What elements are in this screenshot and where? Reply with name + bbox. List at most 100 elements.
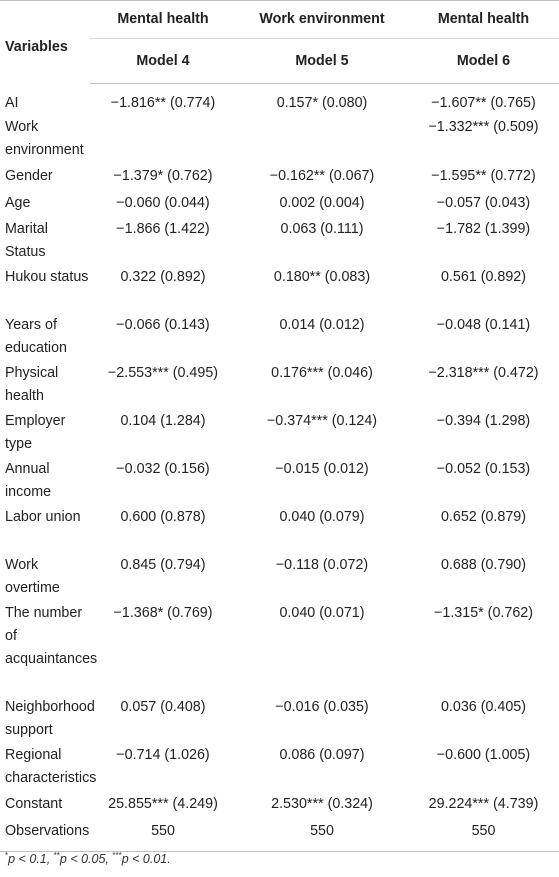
table-body: AI −1.816** (0.774) 0.157* (0.080) −1.60… bbox=[0, 84, 559, 852]
cell-model-5: −0.015 (0.012) bbox=[275, 461, 369, 477]
cell-model-6: −1.607** (0.765) bbox=[431, 95, 536, 111]
cell-model-6: −0.048 (0.141) bbox=[436, 317, 531, 333]
table-row: Annual income −0.032 (0.156) −0.015 (0.0… bbox=[0, 458, 559, 506]
cell-model-5: 0.063 (0.111) bbox=[280, 221, 364, 237]
cell-model-5: 0.180** (0.083) bbox=[273, 269, 371, 285]
header-row-groups: Variables Mental health Work environment… bbox=[0, 0, 559, 84]
cell-model-6: 0.652 (0.879) bbox=[440, 509, 527, 525]
model-header-5: Model 5 bbox=[236, 38, 408, 84]
row-label: Work overtime bbox=[5, 557, 60, 596]
regression-table-container: Variables Mental health Work environment… bbox=[0, 0, 559, 852]
table-row: AI −1.816** (0.774) 0.157* (0.080) −1.60… bbox=[0, 84, 559, 117]
table-row: Hukou status 0.322 (0.892) 0.180** (0.08… bbox=[0, 266, 559, 314]
row-label: Regional characteristics bbox=[5, 747, 97, 786]
group-header-3: Mental health bbox=[408, 0, 559, 39]
significance-text-3: p < 0.01. bbox=[121, 852, 171, 867]
cell-model-5: 0.086 (0.097) bbox=[279, 747, 365, 763]
cell-model-4: 25.855*** (4.249) bbox=[108, 796, 218, 812]
row-label: Age bbox=[5, 195, 31, 211]
cell-model-4: 0.322 (0.892) bbox=[120, 269, 206, 285]
cell-model-4: 0.104 (1.284) bbox=[120, 413, 206, 429]
row-label: Marital Status bbox=[5, 221, 48, 260]
cell-model-4 bbox=[90, 116, 236, 164]
cell-model-6: −0.052 (0.153) bbox=[436, 461, 531, 477]
model-header-6: Model 6 bbox=[408, 38, 559, 84]
row-label: Work environment bbox=[5, 119, 84, 158]
table-row: Observations 550 550 550 bbox=[0, 819, 559, 852]
significance-text-1: p < 0.1, bbox=[8, 852, 54, 867]
header-row-models: Model 4 Model 5 Model 6 bbox=[0, 38, 559, 84]
row-label: Hukou status bbox=[5, 269, 89, 285]
cell-model-6: 0.561 (0.892) bbox=[440, 269, 527, 285]
row-label: Physical health bbox=[5, 365, 59, 404]
cell-model-4: −1.866 (1.422) bbox=[116, 221, 210, 237]
model-header-4: Model 4 bbox=[90, 38, 236, 84]
table-row: Physical health −2.553*** (0.495) 0.176*… bbox=[0, 362, 559, 410]
cell-model-4: −1.816** (0.774) bbox=[110, 95, 216, 111]
group-header-1: Mental health bbox=[90, 0, 236, 39]
table-row: Labor union 0.600 (0.878) 0.040 (0.079) … bbox=[0, 506, 559, 554]
cell-model-5: −0.118 (0.072) bbox=[275, 557, 369, 573]
cell-model-6: −1.595** (0.772) bbox=[431, 168, 536, 184]
table-row: Gender −1.379* (0.762) −0.162** (0.067) … bbox=[0, 164, 559, 191]
table-row: Years of education −0.066 (0.143) 0.014 … bbox=[0, 314, 559, 362]
cell-model-4: 0.845 (0.794) bbox=[120, 557, 206, 573]
cell-model-5: 0.002 (0.004) bbox=[279, 195, 365, 211]
cell-model-5: −0.016 (0.035) bbox=[275, 699, 369, 715]
significance-mark-1: * bbox=[5, 851, 9, 860]
significance-mark-3: *** bbox=[112, 851, 122, 860]
row-label: Observations bbox=[0, 819, 90, 852]
row-label: The number of acquaintances bbox=[5, 605, 98, 667]
cell-model-6: −1.782 (1.399) bbox=[436, 221, 531, 237]
cell-model-6: −0.600 (1.005) bbox=[436, 747, 531, 763]
cell-model-4: −0.032 (0.156) bbox=[116, 461, 210, 477]
table-row: Age −0.060 (0.044) 0.002 (0.004) −0.057 … bbox=[0, 191, 559, 218]
cell-model-4: −0.060 (0.044) bbox=[116, 195, 210, 211]
row-label: Annual income bbox=[5, 461, 52, 500]
group-header-2: Work environment bbox=[236, 0, 408, 39]
table-row: Work environment −1.332*** (0.509) bbox=[0, 116, 559, 164]
row-label: Years of education bbox=[5, 317, 68, 356]
cell-model-5: 0.040 (0.071) bbox=[279, 605, 365, 621]
significance-text-2: p < 0.05, bbox=[59, 852, 113, 867]
cell-model-4: 0.057 (0.408) bbox=[120, 699, 206, 715]
cell-model-5: 550 bbox=[236, 819, 408, 852]
row-label: Gender bbox=[5, 168, 53, 184]
table-row: Employer type 0.104 (1.284) −0.374*** (0… bbox=[0, 410, 559, 458]
cell-model-6: −1.332*** (0.509) bbox=[428, 119, 539, 135]
cell-model-5: −0.162** (0.067) bbox=[269, 168, 375, 184]
cell-model-4: −2.553*** (0.495) bbox=[107, 365, 219, 381]
table-row: Marital Status −1.866 (1.422) 0.063 (0.1… bbox=[0, 218, 559, 266]
significance-note: *p < 0.1, **p < 0.05, ***p < 0.01. bbox=[5, 851, 171, 866]
significance-mark-2: ** bbox=[53, 851, 60, 860]
cell-model-5: 2.530*** (0.324) bbox=[271, 796, 373, 812]
table-row: Regional characteristics −0.714 (1.026) … bbox=[0, 744, 559, 792]
cell-model-4: 0.600 (0.878) bbox=[120, 509, 206, 525]
cell-model-5: 0.157* (0.080) bbox=[276, 95, 368, 111]
cell-model-6: 550 bbox=[408, 819, 559, 852]
row-label: Employer type bbox=[5, 413, 66, 452]
cell-model-5 bbox=[236, 116, 408, 164]
cell-model-6: 0.036 (0.405) bbox=[440, 699, 527, 715]
row-label: AI bbox=[5, 94, 19, 111]
table-row: The number of acquaintances −1.368* (0.7… bbox=[0, 602, 559, 696]
cell-model-5: 0.176*** (0.046) bbox=[271, 365, 373, 381]
cell-model-6: −0.394 (1.298) bbox=[436, 413, 531, 429]
regression-table: Variables Mental health Work environment… bbox=[0, 0, 559, 852]
cell-model-6: 0.688 (0.790) bbox=[440, 557, 527, 573]
table-row: Constant 25.855*** (4.249) 2.530*** (0.3… bbox=[0, 792, 559, 819]
cell-model-6: 29.224*** (4.739) bbox=[428, 796, 539, 812]
table-row: Work overtime 0.845 (0.794) −0.118 (0.07… bbox=[0, 554, 559, 602]
variables-header: Variables bbox=[0, 0, 90, 84]
cell-model-6: −2.318*** (0.472) bbox=[428, 365, 539, 381]
cell-model-5: 0.040 (0.079) bbox=[279, 509, 365, 525]
table-row: Neighborhood support 0.057 (0.408) −0.01… bbox=[0, 696, 559, 744]
cell-model-5: −0.374*** (0.124) bbox=[266, 413, 378, 429]
row-label: Neighborhood support bbox=[5, 699, 95, 738]
cell-model-5: 0.014 (0.012) bbox=[279, 317, 365, 333]
cell-model-4: −0.066 (0.143) bbox=[116, 317, 210, 333]
cell-model-6: −1.315* (0.762) bbox=[434, 605, 533, 621]
row-label: Constant bbox=[5, 796, 63, 812]
cell-model-4: 550 bbox=[90, 819, 236, 852]
cell-model-4: −1.368* (0.769) bbox=[113, 605, 213, 621]
